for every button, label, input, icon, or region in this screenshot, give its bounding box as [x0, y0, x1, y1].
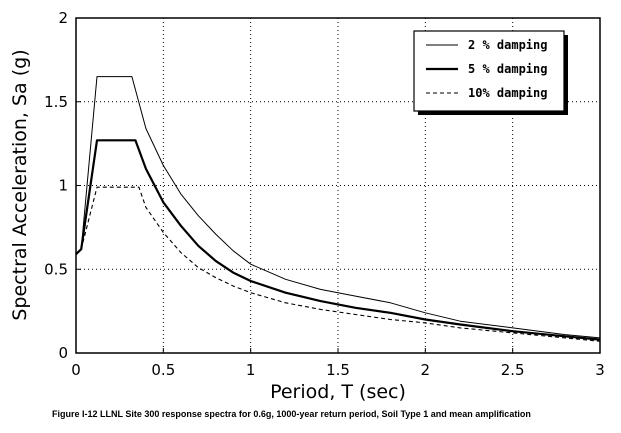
series-line-2: [75, 139, 601, 341]
y-tick-label: 0: [58, 344, 68, 362]
legend-label-1: 2 % damping: [468, 38, 547, 52]
x-tick-label: 0: [71, 361, 81, 379]
legend-box: [413, 30, 565, 112]
y-tick-label: 1.5: [44, 93, 68, 111]
y-tick-label: 1: [58, 177, 68, 195]
x-axis-title: Period, T (sec): [270, 381, 406, 403]
figure-caption: Figure I-12 LLNL Site 300 response spect…: [52, 409, 531, 419]
y-axis-title: Spectral Acceleration, Sa (g): [9, 49, 31, 320]
legend-label-3: 10% damping: [468, 86, 547, 100]
x-tick-label: 2: [421, 361, 431, 379]
x-tick-label: 1.5: [326, 361, 350, 379]
x-tick-label: 3: [595, 361, 605, 379]
series-line-1: [75, 76, 601, 339]
x-tick-label: 1: [246, 361, 256, 379]
x-tick-label: 0.5: [151, 361, 175, 379]
legend-label-2: 5 % damping: [468, 62, 547, 76]
x-tick-label: 2.5: [501, 361, 525, 379]
series-lines: [75, 76, 601, 342]
y-tick-label: 0.5: [44, 260, 68, 278]
y-tick-label: 2: [58, 9, 68, 27]
legend: 2 % damping 5 % damping 10% damping: [413, 30, 568, 115]
axis-ticks: 0 0.5 1 1.5 2 2.5 3 0 0.5 1 1.5 2: [44, 9, 605, 379]
series-line-3: [75, 186, 601, 342]
